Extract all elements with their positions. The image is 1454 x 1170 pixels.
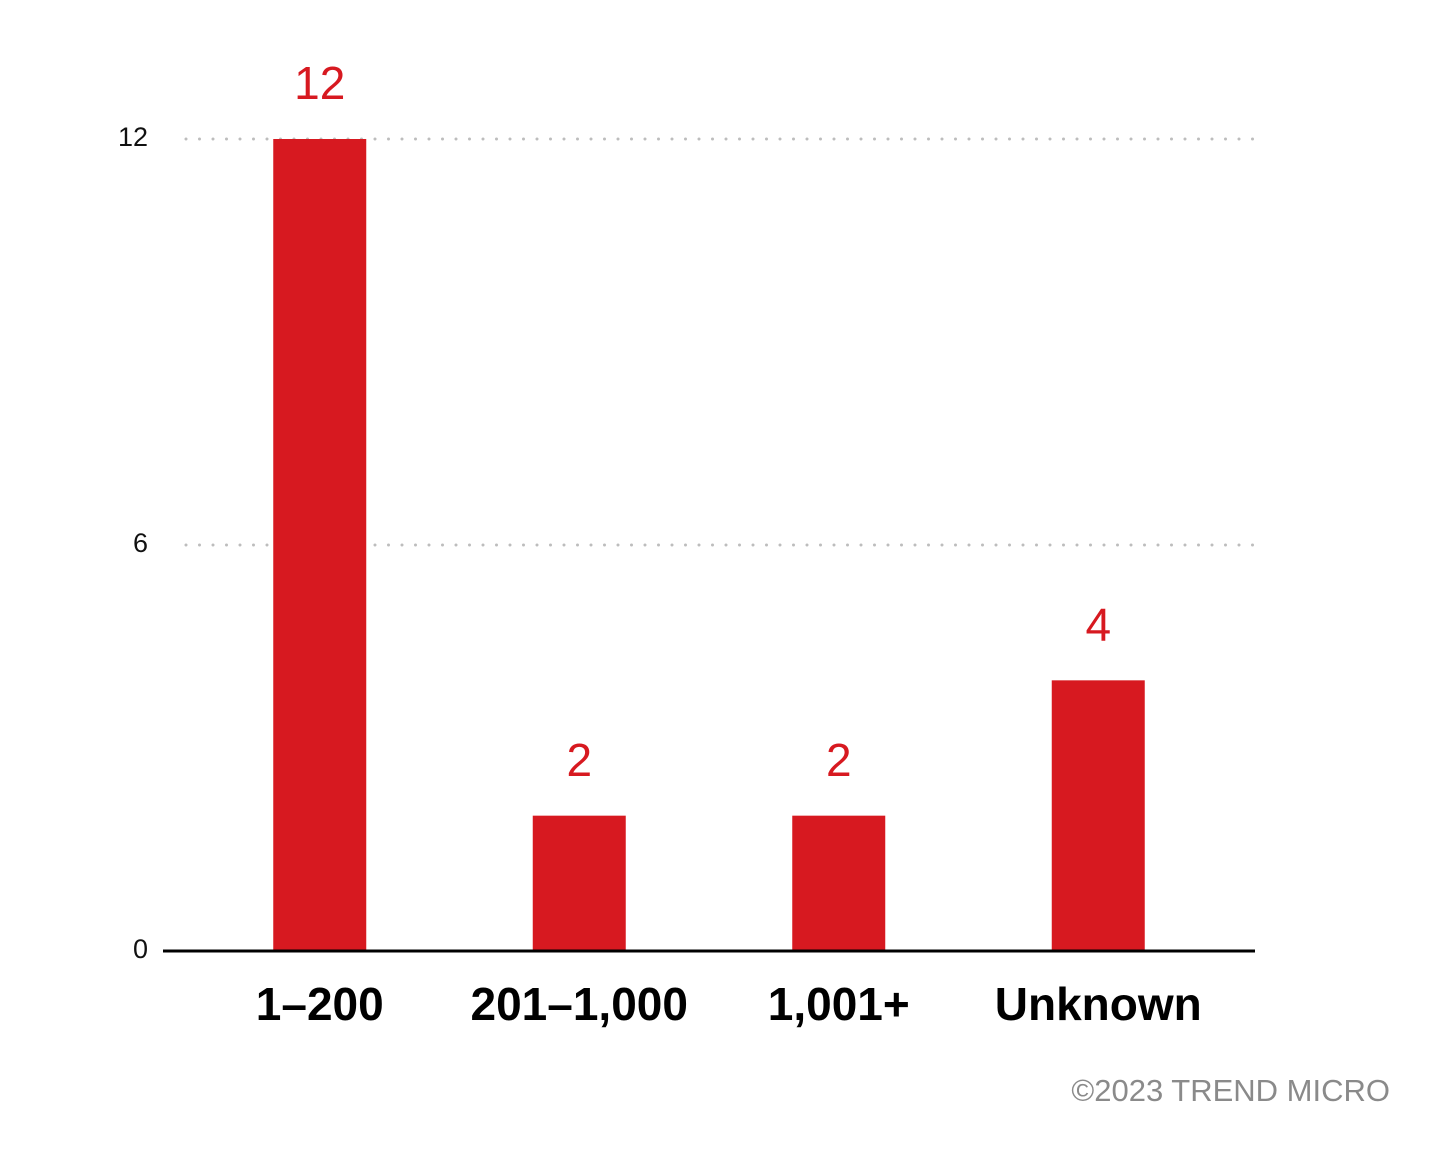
y-tick-label: 6 <box>133 528 148 558</box>
value-label: 2 <box>826 734 852 786</box>
bar <box>532 815 626 951</box>
credit: ©2023 TREND MICRO <box>1071 1073 1390 1108</box>
x-tick-label: 1–200 <box>256 978 384 1030</box>
value-label: 4 <box>1085 598 1111 650</box>
x-tick-label: 201–1,000 <box>471 978 688 1030</box>
y-tick-label: 12 <box>118 122 148 152</box>
x-tick-label: Unknown <box>995 978 1202 1030</box>
y-tick-label: 0 <box>133 934 148 964</box>
value-label: 2 <box>566 734 592 786</box>
value-label: 12 <box>294 57 345 109</box>
bar <box>792 815 886 951</box>
bar <box>273 139 367 951</box>
x-tick-label: 1,001+ <box>768 978 910 1030</box>
bar <box>1051 680 1145 951</box>
